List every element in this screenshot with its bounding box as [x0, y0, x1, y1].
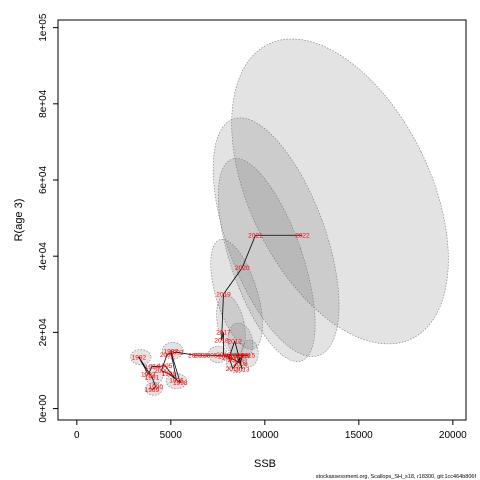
y-tick-label: 2e+04 [38, 318, 49, 347]
year-label: 2020 [235, 265, 250, 272]
confidence-ellipse [217, 158, 316, 362]
y-tick-label: 0e+00 [38, 394, 49, 423]
trajectory-segment [168, 373, 181, 383]
trajectory-segment [170, 351, 177, 381]
x-axis: 0 5000 10000 15000 20000 [74, 420, 467, 441]
year-label: 1999 [162, 371, 177, 378]
year-label: 2022 [295, 233, 310, 240]
confidence-ellipse [231, 38, 449, 345]
year-label: 1998 [173, 380, 188, 387]
year-label: 2014 [229, 353, 244, 360]
trajectory-segment [161, 354, 168, 371]
year-label: 2000 [154, 368, 169, 375]
year-label: 2009 [235, 353, 250, 360]
year-label: 2003 [188, 353, 203, 360]
year-label: 2021 [248, 233, 263, 240]
year-label: 1993 [141, 372, 156, 379]
trajectory-segment [164, 365, 177, 381]
confidence-ellipse [130, 349, 152, 366]
trajectory-segment [223, 267, 243, 295]
year-label: 2005 [203, 353, 218, 360]
trajectory-segment [221, 294, 224, 341]
plot-frame [57, 19, 467, 421]
confidence-ellipse [162, 341, 184, 360]
year-label: 2017 [216, 330, 231, 337]
trajectory-segment [225, 355, 235, 361]
trajectory-segment [147, 366, 153, 375]
year-label: 1995 [158, 363, 173, 370]
confidence-ellipse [241, 339, 259, 367]
y-tick-label: 6e+04 [38, 166, 49, 195]
year-label: 2002 [169, 349, 184, 356]
trajectory-segment [176, 351, 196, 356]
trajectory-segment [210, 354, 226, 357]
year-label: 2011 [222, 355, 236, 362]
year-label: 2012 [228, 338, 243, 345]
year-label: 2008 [233, 361, 248, 368]
trajectory-segment [170, 351, 181, 383]
year-label: 2006 [218, 353, 233, 360]
y-tick-label: 4e+04 [38, 242, 49, 271]
trajectory-lines [138, 234, 303, 390]
x-tick-label: 15000 [345, 430, 373, 441]
year-label: 2018 [214, 337, 229, 344]
year-label: 2015 [241, 353, 256, 360]
year-label: 1994 [145, 364, 160, 371]
y-axis: 0e+00 2e+04 4e+04 6e+04 8e+04 1e+05 [38, 13, 58, 423]
x-tick-label: 10000 [251, 430, 279, 441]
confidence-ellipse [144, 364, 164, 385]
trajectory-segment [151, 386, 157, 390]
year-label: 2004 [194, 353, 209, 360]
x-tick-label: 0 [74, 430, 80, 441]
year-label: 2016 [216, 352, 231, 359]
year-label: 2007 [228, 357, 243, 364]
x-tick-label: 20000 [439, 430, 467, 441]
trajectory-segment [166, 351, 177, 355]
trajectory-segment [236, 355, 243, 370]
year-label: 1992 [132, 354, 147, 361]
confidence-ellipse [145, 381, 163, 396]
year-label: 1997 [164, 349, 179, 356]
year-label: 2001 [160, 352, 175, 359]
confidence-ellipse [208, 345, 228, 364]
confidence-ellipse [227, 322, 254, 362]
trajectory-segment [138, 356, 149, 375]
trajectory-segment [232, 355, 243, 369]
year-label: 2019 [216, 292, 231, 299]
confidence-ellipse [210, 239, 263, 350]
y-tick-label: 8e+04 [38, 89, 49, 118]
year-label: 1990 [149, 384, 164, 391]
y-axis-title: R(age 3) [13, 199, 25, 242]
confidence-ellipses [130, 38, 449, 396]
x-axis-title: SSB [254, 458, 276, 470]
trajectory-segment [161, 370, 170, 375]
confidence-ellipse [165, 373, 188, 390]
trajectory-segment [241, 235, 256, 268]
trajectory-segment [151, 377, 157, 388]
year-label: 2013 [235, 366, 250, 373]
year-label: 2010 [226, 366, 241, 373]
y-tick-label: 1e+05 [38, 13, 49, 42]
x-tick-label: 5000 [160, 430, 183, 441]
year-label: 1989 [145, 387, 160, 394]
credit-text: stockassessment.org, Scallops_SH_s18, r1… [316, 474, 477, 480]
year-label: 1991 [145, 375, 160, 382]
confidence-ellipse [212, 117, 340, 357]
trajectory-segment [228, 357, 234, 369]
year-label: 1996 [169, 377, 184, 384]
